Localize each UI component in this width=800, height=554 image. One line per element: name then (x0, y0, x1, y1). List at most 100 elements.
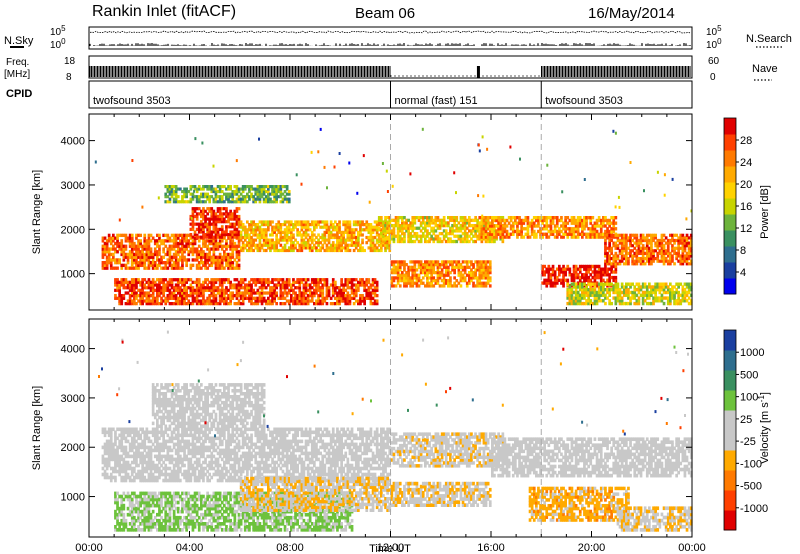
data-cell (273, 190, 276, 194)
data-cell (329, 246, 333, 250)
data-cell (223, 296, 226, 300)
data-cell (683, 238, 687, 243)
data-cell (156, 233, 159, 238)
data-cell (486, 239, 490, 244)
data-cell (394, 265, 398, 269)
data-cell (645, 254, 649, 258)
data-cell (120, 244, 124, 248)
data-cell (616, 288, 620, 292)
data-cell (392, 263, 396, 267)
data-cell (359, 223, 362, 227)
data-cell (210, 187, 214, 191)
data-cell (317, 223, 320, 227)
data-cell (298, 248, 302, 253)
data-cell (258, 195, 262, 199)
data-cell (319, 291, 322, 295)
data-cell (281, 185, 285, 189)
data-cell (218, 233, 222, 238)
data-cell (669, 282, 672, 286)
data-cell (488, 276, 492, 280)
data-cell (260, 243, 264, 247)
data-cell (585, 275, 588, 280)
data-cell (451, 263, 454, 267)
data-cell (241, 223, 245, 227)
data-cell (118, 218, 121, 222)
data-cell (633, 296, 637, 300)
data-cell (409, 265, 412, 269)
data-cell (290, 288, 293, 292)
data-cell (302, 299, 306, 303)
data-cell (183, 247, 186, 251)
data-cell (641, 301, 645, 306)
data-cell (101, 457, 105, 462)
data-cell (166, 185, 170, 189)
data-cell (677, 301, 680, 306)
data-cell (267, 192, 270, 196)
data-cell (581, 264, 584, 269)
data-cell (262, 280, 266, 284)
data-cell (482, 218, 486, 223)
data-cell (539, 232, 542, 236)
data-cell (562, 281, 565, 285)
data-cell (543, 273, 546, 277)
data-cell (302, 233, 306, 237)
data-cell (250, 246, 253, 250)
data-cell (254, 283, 258, 287)
data-cell (666, 246, 670, 250)
data-cell (225, 197, 228, 201)
data-cell (267, 241, 270, 245)
data-cell (202, 217, 205, 221)
data-cell (168, 288, 172, 292)
data-cell (457, 271, 461, 275)
data-cell (156, 288, 159, 292)
data-cell (629, 296, 632, 300)
data-cell (407, 276, 410, 280)
data-cell (681, 290, 685, 295)
data-cell (200, 266, 203, 270)
data-cell (654, 285, 657, 289)
data-cell (610, 216, 613, 220)
data-cell (652, 259, 655, 263)
data-cell (204, 209, 207, 213)
data-cell (273, 228, 276, 232)
data-cell (583, 227, 586, 231)
data-cell (130, 236, 134, 240)
data-cell (273, 296, 276, 300)
data-cell (499, 229, 503, 234)
data-cell (310, 238, 314, 242)
data-cell (287, 192, 291, 196)
data-cell (474, 284, 477, 288)
data-cell (122, 280, 126, 284)
data-cell (262, 233, 266, 237)
data-cell (296, 286, 299, 290)
data-cell (216, 214, 220, 219)
data-cell (164, 288, 168, 292)
data-cell (191, 247, 195, 251)
data-cell (189, 200, 193, 204)
data-cell (290, 246, 293, 250)
data-cell (654, 290, 657, 295)
data-cell (484, 221, 488, 225)
data-cell (258, 228, 262, 232)
data-cell (241, 187, 245, 191)
data-cell (578, 299, 582, 303)
data-cell (334, 235, 337, 240)
data-cell (229, 261, 232, 265)
data-cell (147, 250, 151, 254)
data-cell (511, 224, 515, 228)
data-cell (101, 252, 105, 257)
data-cell (264, 238, 268, 242)
data-cell (505, 232, 509, 236)
data-cell (176, 261, 180, 265)
data-cell (235, 185, 239, 189)
data-cell (231, 286, 235, 290)
data-cell (202, 299, 205, 303)
data-cell (264, 220, 268, 224)
colorbar-swatch (724, 230, 736, 247)
data-cell (373, 225, 377, 229)
data-cell (344, 302, 348, 306)
data-cell (484, 239, 488, 244)
data-cell (495, 232, 498, 236)
data-cell (470, 268, 473, 272)
data-cell (344, 225, 348, 229)
